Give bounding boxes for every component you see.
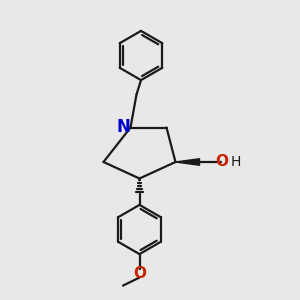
Text: H: H xyxy=(231,155,241,169)
Text: O: O xyxy=(133,266,146,281)
Text: O: O xyxy=(215,154,229,169)
Text: N: N xyxy=(117,118,131,136)
Polygon shape xyxy=(176,159,200,165)
